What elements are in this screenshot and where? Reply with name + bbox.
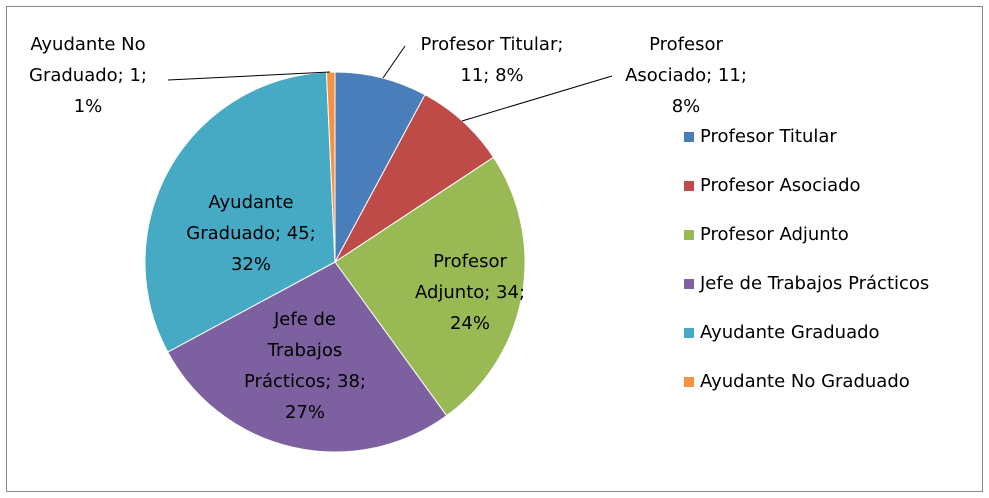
data-label: Ayudante Graduado; 45; 32% bbox=[186, 192, 315, 275]
pie-slice bbox=[334, 94, 495, 263]
leader-line bbox=[461, 75, 613, 122]
data-label: Profesor Asociado; 11; 8% bbox=[625, 34, 747, 117]
legend-label: Profesor Adjunto bbox=[700, 224, 849, 245]
legend-label: Jefe de Trabajos Prácticos bbox=[699, 273, 929, 294]
pie-slice bbox=[334, 156, 526, 417]
legend-swatch bbox=[684, 230, 694, 240]
legend-swatch bbox=[684, 132, 694, 142]
data-label: Jefe de Trabajos Prácticos; 38; 27% bbox=[244, 309, 366, 423]
legend-swatch bbox=[684, 279, 694, 289]
leader-line bbox=[382, 45, 406, 79]
pie-slice bbox=[144, 71, 336, 353]
data-label: Profesor Adjunto; 34; 24% bbox=[415, 251, 525, 334]
legend-label: Ayudante Graduado bbox=[700, 322, 880, 343]
legend-label: Ayudante No Graduado bbox=[700, 371, 910, 392]
legend-swatch bbox=[684, 181, 694, 191]
data-label: Ayudante No Graduado; 1; 1% bbox=[29, 34, 147, 117]
pie-slice bbox=[334, 71, 426, 263]
data-label: Profesor Titular; 11; 8% bbox=[421, 34, 564, 86]
legend-swatch bbox=[684, 377, 694, 387]
legend-label: Profesor Asociado bbox=[700, 175, 861, 196]
legend-label: Profesor Titular bbox=[700, 126, 837, 147]
legend-swatch bbox=[684, 328, 694, 338]
pie-slice bbox=[167, 261, 448, 453]
leader-line bbox=[167, 71, 331, 81]
